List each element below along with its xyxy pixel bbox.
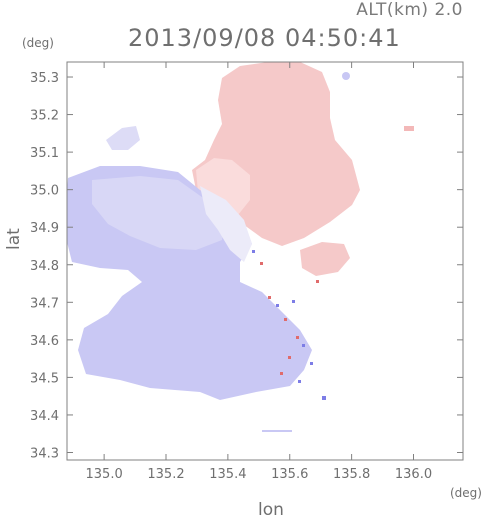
y-tick-label: 34.9	[30, 221, 59, 236]
velocity-field	[67, 62, 414, 432]
small-echo-northwest	[106, 126, 140, 150]
y-tick-label: 34.8	[30, 259, 59, 274]
small-echo-north	[342, 72, 350, 80]
clutter-speckles	[252, 250, 326, 432]
x-tick-labels: 135.0 135.2 135.4 135.6 135.8 136.0	[86, 467, 433, 482]
x-tick-label: 135.8	[333, 467, 370, 482]
y-tick-label: 35.3	[30, 71, 59, 86]
plot-frame	[66, 61, 464, 461]
altitude-label: ALT(km) 2.0	[356, 0, 463, 20]
y-tick-label: 34.4	[30, 409, 59, 424]
x-tick-label: 135.0	[86, 467, 123, 482]
x-axis-label: lon	[258, 500, 284, 520]
x-tick-label: 136.0	[395, 467, 432, 482]
southern-echo-light	[92, 176, 226, 250]
x-tick-label: 135.4	[209, 467, 246, 482]
timestamp-title: 2013/09/08 04:50:41	[128, 24, 401, 52]
northern-echo-highlight	[196, 158, 250, 215]
y-tick-label: 35.2	[30, 109, 59, 124]
transition-zone	[200, 186, 252, 262]
eastern-echo-region	[300, 242, 350, 276]
y-axis-unit: (deg)	[22, 36, 54, 50]
small-echo-northeast	[404, 126, 414, 131]
y-tick-labels: 35.3 35.2 35.1 35.0 34.9 34.8 34.7 34.6 34.5 34.4…	[30, 71, 59, 461]
x-tick-label: 135.2	[147, 467, 184, 482]
x-axis-unit: (deg)	[450, 486, 482, 500]
y-tick-label: 34.7	[30, 296, 59, 311]
x-tick-label: 135.6	[271, 467, 308, 482]
y-tick-label: 35.1	[30, 146, 59, 161]
y-tick-label: 35.0	[30, 184, 59, 199]
tick-marks	[67, 62, 463, 460]
y-tick-label: 34.3	[30, 446, 59, 461]
y-tick-label: 34.5	[30, 371, 59, 386]
y-tick-label: 34.6	[30, 334, 59, 349]
